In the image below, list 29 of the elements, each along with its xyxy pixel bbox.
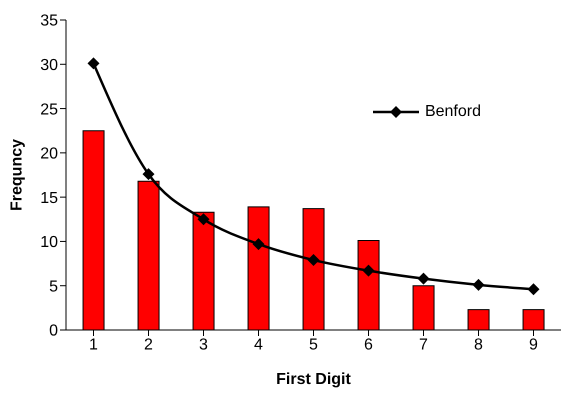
y-tick-label: 0 <box>49 322 58 340</box>
point <box>362 264 374 277</box>
y-tick-label: 10 <box>40 234 58 252</box>
point <box>142 168 154 180</box>
x-tick-label: 9 <box>529 336 538 354</box>
x-tick-label: 8 <box>474 336 484 354</box>
y-tick-label: 20 <box>40 146 58 163</box>
x-tick-label: 6 <box>364 336 374 354</box>
legend-label: Benford <box>424 103 481 121</box>
point <box>418 272 430 285</box>
y-axis-title: Frequncy <box>8 138 26 212</box>
y-tick-label: 15 <box>40 190 58 207</box>
x-tick-label: 4 <box>254 336 264 354</box>
point <box>252 238 264 250</box>
point <box>308 254 320 266</box>
x-tick-label: 2 <box>144 336 154 354</box>
point <box>88 57 100 70</box>
point <box>198 213 210 226</box>
y-tick-label: 5 <box>49 278 58 296</box>
y-tick-label: 25 <box>40 101 58 118</box>
y-tick-label: 35 <box>40 12 58 30</box>
y-tick-label: 30 <box>40 56 58 74</box>
x-tick-label: 1 <box>89 336 98 354</box>
point <box>472 278 484 291</box>
point <box>528 283 540 296</box>
x-axis-title: First Digit <box>276 371 352 388</box>
x-tick-label: 5 <box>309 336 318 354</box>
x-tick-label: 7 <box>419 336 428 354</box>
x-tick-label: 3 <box>199 336 208 354</box>
